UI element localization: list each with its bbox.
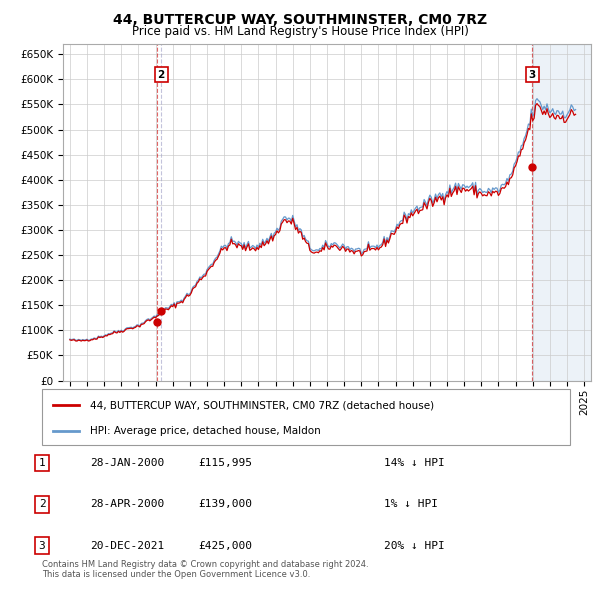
Text: £115,995: £115,995 bbox=[198, 458, 252, 468]
Text: £139,000: £139,000 bbox=[198, 500, 252, 509]
Text: 28-APR-2000: 28-APR-2000 bbox=[90, 500, 164, 509]
Text: 1% ↓ HPI: 1% ↓ HPI bbox=[384, 500, 438, 509]
Text: 14% ↓ HPI: 14% ↓ HPI bbox=[384, 458, 445, 468]
Text: 28-JAN-2000: 28-JAN-2000 bbox=[90, 458, 164, 468]
Text: 20-DEC-2021: 20-DEC-2021 bbox=[90, 541, 164, 550]
Text: Contains HM Land Registry data © Crown copyright and database right 2024.
This d: Contains HM Land Registry data © Crown c… bbox=[42, 560, 368, 579]
Text: 44, BUTTERCUP WAY, SOUTHMINSTER, CM0 7RZ: 44, BUTTERCUP WAY, SOUTHMINSTER, CM0 7RZ bbox=[113, 13, 487, 27]
FancyBboxPatch shape bbox=[42, 389, 570, 445]
Text: 3: 3 bbox=[38, 541, 46, 550]
Text: 2: 2 bbox=[158, 70, 165, 80]
Bar bbox=[532, 44, 599, 381]
Text: £425,000: £425,000 bbox=[198, 541, 252, 550]
Text: 44, BUTTERCUP WAY, SOUTHMINSTER, CM0 7RZ (detached house): 44, BUTTERCUP WAY, SOUTHMINSTER, CM0 7RZ… bbox=[89, 400, 434, 410]
Text: HPI: Average price, detached house, Maldon: HPI: Average price, detached house, Mald… bbox=[89, 427, 320, 437]
Text: Price paid vs. HM Land Registry's House Price Index (HPI): Price paid vs. HM Land Registry's House … bbox=[131, 25, 469, 38]
Text: 3: 3 bbox=[529, 70, 536, 80]
Text: 2: 2 bbox=[38, 500, 46, 509]
Text: 20% ↓ HPI: 20% ↓ HPI bbox=[384, 541, 445, 550]
Text: 1: 1 bbox=[38, 458, 46, 468]
